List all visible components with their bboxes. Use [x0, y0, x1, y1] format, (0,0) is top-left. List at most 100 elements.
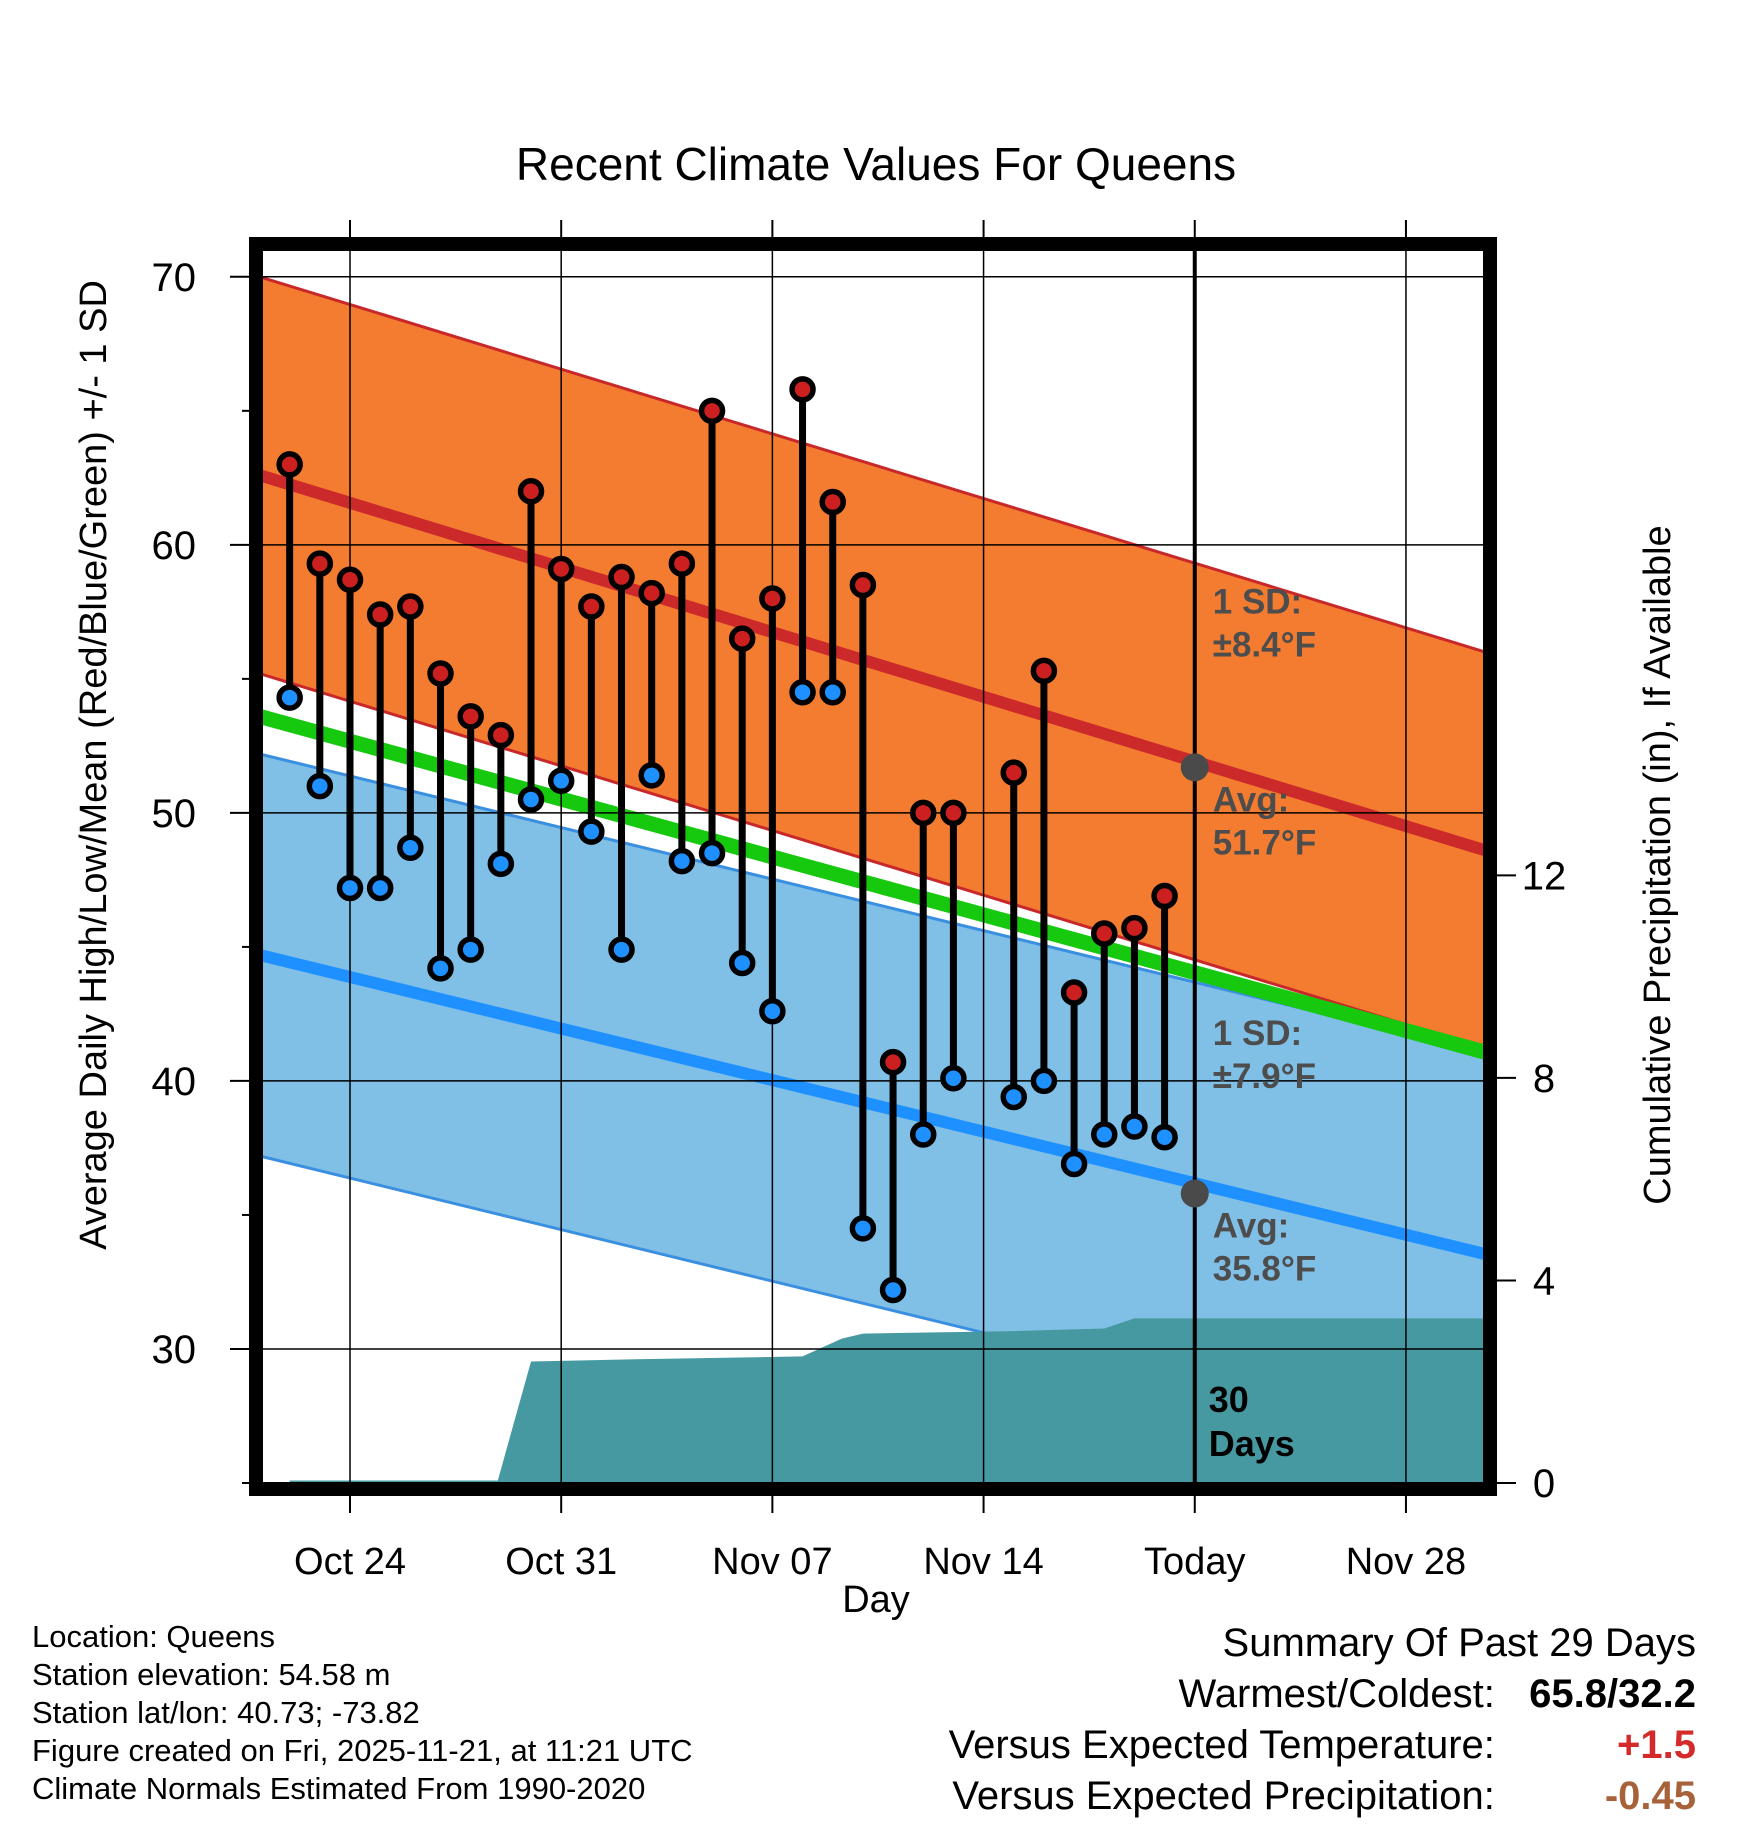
daily-high-point	[547, 555, 575, 583]
y-tick-label: 50	[152, 792, 197, 836]
normals-text: Climate Normals Estimated From 1990-2020	[32, 1771, 646, 1806]
daily-low-point	[759, 997, 786, 1025]
x-tick-label: Nov 14	[923, 1541, 1043, 1583]
daily-low-point	[366, 874, 394, 902]
daily-high-point	[879, 1048, 907, 1076]
elevation-text: Station elevation: 54.58 m	[32, 1657, 391, 1692]
y2-axis-label: Cumulative Precipitation (in), If Availa…	[1637, 525, 1679, 1204]
latlon-text: Station lat/lon: 40.73; -73.82	[32, 1695, 420, 1730]
y-axis-label: Average Daily High/Low/Mean (Red/Blue/Gr…	[73, 280, 115, 1250]
y-tick-label: 30	[152, 1328, 197, 1372]
warmest-label: Warmest/Coldest:	[1178, 1672, 1495, 1716]
precip-area	[289, 1318, 1484, 1483]
annotation-value: 51.7°F	[1213, 823, 1317, 862]
daily-high-point	[940, 799, 967, 827]
high-sd-upper-edge	[262, 276, 1484, 654]
y-tick-label: 60	[152, 524, 197, 568]
normal-high-line	[262, 469, 1484, 857]
summary-warmest-row: Warmest/Coldest: 65.8/32.2	[949, 1669, 1697, 1720]
annotation-layer: 1 SD: ±8.4°F Avg: 51.7°F 1 SD: ±7.9°F Avg: 35.8…	[1180, 582, 1317, 1464]
daily-low-point	[427, 955, 454, 982]
x-axis-label: Day	[842, 1579, 910, 1621]
daily-high-point	[759, 585, 786, 612]
annotation-label: 1 SD:	[1213, 582, 1302, 621]
y-tick-label: 70	[152, 256, 197, 300]
daily-low-point	[1151, 1123, 1178, 1151]
summary-temp-row: Versus Expected Temperature: +1.5	[949, 1720, 1696, 1771]
x-tick-label: Oct 31	[505, 1541, 617, 1583]
daily-high-point	[397, 593, 424, 620]
daily-low-point	[638, 762, 665, 789]
precip-value: -0.45	[1604, 1774, 1696, 1818]
precip-label: Versus Expected Precipitation:	[952, 1774, 1495, 1818]
daily-high-point	[1121, 914, 1148, 942]
annotation-value: ±8.4°F	[1213, 625, 1316, 664]
annotation-label: 1 SD:	[1213, 1014, 1302, 1053]
daily-high-point	[487, 721, 515, 749]
y2-tick-label: 12	[1522, 854, 1567, 898]
daily-low-point	[1000, 1083, 1027, 1111]
daily-high-point	[517, 477, 545, 505]
annotation-value: 35.8°F	[1213, 1250, 1317, 1289]
x-tick-label: Nov 28	[1346, 1541, 1466, 1583]
created-text: Figure created on Fri, 2025-11-21, at 11…	[32, 1733, 693, 1768]
x-tick-label: Nov 07	[712, 1541, 832, 1583]
summary-panel: Summary Of Past 29 Days Warmest/Coldest:…	[949, 1618, 1696, 1822]
temp-label: Versus Expected Temperature:	[948, 1723, 1495, 1767]
daily-high-point	[457, 703, 484, 730]
daily-low-point	[909, 1121, 937, 1148]
y2-tick-label: 4	[1533, 1259, 1555, 1303]
daily-low-point	[608, 936, 635, 963]
daily-low-point	[578, 818, 605, 845]
daily-low-point	[1030, 1067, 1058, 1095]
daily-high-point	[819, 488, 846, 516]
daily-low-point	[879, 1276, 907, 1304]
y2-tick-label: 0	[1533, 1462, 1555, 1506]
annotation-label: Avg:	[1213, 780, 1289, 819]
daily-low-point	[336, 874, 364, 902]
daily-high-point	[698, 397, 726, 425]
annotation-label: Avg:	[1213, 1207, 1289, 1246]
daily-high-point	[1000, 759, 1027, 786]
daily-high-point	[728, 625, 756, 652]
axes-layer: Oct 24 Oct 31 Nov 07 Nov 14 Today Nov 2830405…	[152, 220, 1567, 1583]
daily-high-point	[789, 376, 816, 403]
x-tick-label: Oct 24	[294, 1541, 406, 1583]
daily-low-point	[306, 772, 334, 800]
location-text: Location: Queens	[32, 1619, 276, 1654]
daily-high-point	[306, 550, 334, 577]
daily-high-point	[366, 601, 394, 628]
daily-low-point	[728, 949, 756, 977]
today-days-label: 30	[1209, 1379, 1249, 1420]
temp-value: +1.5	[1617, 1723, 1696, 1767]
daily-low-point	[668, 847, 696, 875]
plot-frame	[249, 237, 1497, 1496]
daily-low-point	[1060, 1150, 1088, 1178]
daily-low-point	[1091, 1121, 1118, 1148]
daily-low-point	[1121, 1113, 1148, 1140]
today-avg-dot	[1180, 1179, 1209, 1208]
daily-low-point	[487, 850, 515, 878]
daily-low-point	[940, 1065, 967, 1092]
normal-low-line	[262, 949, 1484, 1260]
daily-high-point	[849, 571, 877, 599]
daily-low-point	[517, 786, 545, 813]
daily-high-point	[427, 660, 454, 687]
daily-low-point	[457, 936, 484, 963]
daily-low-point	[397, 834, 424, 861]
summary-heading: Summary Of Past 29 Days	[1222, 1621, 1696, 1665]
daily-high-point	[1030, 657, 1058, 685]
daily-low-point	[698, 839, 726, 867]
daily-high-point	[608, 563, 635, 591]
daily-low-point	[547, 767, 575, 794]
annotation-value: ±7.9°F	[1213, 1057, 1316, 1096]
daily-high-point	[1060, 979, 1088, 1006]
summary-precip-row: Versus Expected Precipitation: -0.45	[949, 1771, 1696, 1822]
y2-tick-label: 8	[1533, 1057, 1555, 1101]
daily-low-point	[276, 684, 303, 711]
plot-area	[262, 250, 1484, 1483]
station-info: Location: Queens Station elevation: 54.5…	[32, 1618, 693, 1808]
daily-high-point	[1091, 920, 1118, 947]
daily-high-point	[336, 566, 364, 593]
